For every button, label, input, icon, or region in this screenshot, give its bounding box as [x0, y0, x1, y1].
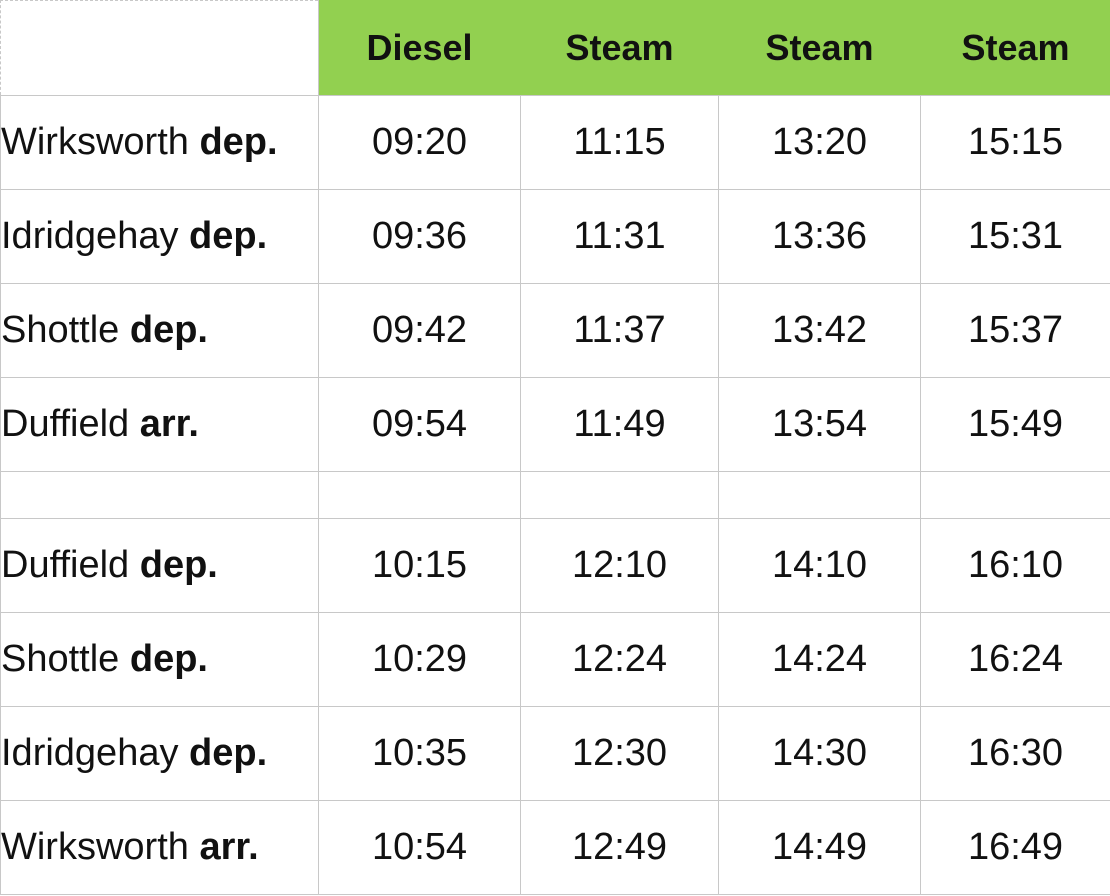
station-qualifier: arr.: [139, 403, 199, 445]
table-row: Shottle dep. 09:42 11:37 13:42 15:37: [0, 283, 1110, 378]
empty-cell: [520, 471, 719, 519]
time-cell: 14:24: [718, 612, 921, 707]
time-cell: 16:10: [920, 518, 1110, 613]
time-cell: 10:35: [318, 706, 521, 801]
time-cell: 15:15: [920, 95, 1110, 190]
time-cell: 11:49: [520, 377, 719, 472]
time-cell: 14:49: [718, 800, 921, 895]
time-cell: 13:42: [718, 283, 921, 378]
station-name: Wirksworth: [1, 826, 189, 868]
table-row: Idridgehay dep. 10:35 12:30 14:30 16:30: [0, 706, 1110, 801]
time-cell: 11:15: [520, 95, 719, 190]
station-qualifier: dep.: [129, 309, 208, 351]
time-cell: 14:30: [718, 706, 921, 801]
station-name: Shottle: [1, 309, 120, 351]
station-qualifier: dep.: [189, 215, 268, 257]
station-cell: Shottle dep.: [0, 612, 319, 707]
time-cell: 09:42: [318, 283, 521, 378]
time-cell: 09:36: [318, 189, 521, 284]
table-row: Duffield dep. 10:15 12:10 14:10 16:10: [0, 518, 1110, 613]
time-cell: 12:24: [520, 612, 719, 707]
time-cell: 13:54: [718, 377, 921, 472]
spacer-row: [0, 471, 1110, 519]
time-cell: 10:54: [318, 800, 521, 895]
time-cell: 11:31: [520, 189, 719, 284]
station-cell: Wirksworth dep.: [0, 95, 319, 190]
station-name: Duffield: [1, 544, 130, 586]
table-row: Shottle dep. 10:29 12:24 14:24 16:24: [0, 612, 1110, 707]
table-row: Idridgehay dep. 09:36 11:31 13:36 15:31: [0, 189, 1110, 284]
time-cell: 12:49: [520, 800, 719, 895]
table-row: Duffield arr. 09:54 11:49 13:54 15:49: [0, 377, 1110, 472]
time-cell: 11:37: [520, 283, 719, 378]
traction-header: Diesel: [318, 0, 521, 96]
time-cell: 15:31: [920, 189, 1110, 284]
time-cell: 10:29: [318, 612, 521, 707]
empty-cell: [318, 471, 521, 519]
station-cell: Idridgehay dep.: [0, 706, 319, 801]
station-name: Duffield: [1, 403, 130, 445]
traction-header: Steam: [520, 0, 719, 96]
empty-cell: [0, 471, 319, 519]
time-cell: 16:30: [920, 706, 1110, 801]
station-qualifier: arr.: [199, 826, 259, 868]
table-row: Wirksworth dep. 09:20 11:15 13:20 15:15: [0, 95, 1110, 190]
station-name: Shottle: [1, 638, 120, 680]
empty-cell: [718, 471, 921, 519]
station-cell: Duffield arr.: [0, 377, 319, 472]
table-row: Wirksworth arr. 10:54 12:49 14:49 16:49: [0, 800, 1110, 895]
empty-cell: [920, 471, 1110, 519]
time-cell: 16:24: [920, 612, 1110, 707]
traction-header: Steam: [920, 0, 1110, 96]
time-cell: 09:20: [318, 95, 521, 190]
time-cell: 14:10: [718, 518, 921, 613]
time-cell: 12:30: [520, 706, 719, 801]
time-cell: 15:49: [920, 377, 1110, 472]
station-cell: Shottle dep.: [0, 283, 319, 378]
station-qualifier: dep.: [189, 732, 268, 774]
time-cell: 12:10: [520, 518, 719, 613]
station-name: Wirksworth: [1, 121, 189, 163]
station-cell: Idridgehay dep.: [0, 189, 319, 284]
station-qualifier: dep.: [199, 121, 278, 163]
time-cell: 09:54: [318, 377, 521, 472]
station-cell: Wirksworth arr.: [0, 800, 319, 895]
time-cell: 16:49: [920, 800, 1110, 895]
time-cell: 13:20: [718, 95, 921, 190]
station-qualifier: dep.: [139, 544, 218, 586]
station-qualifier: dep.: [129, 638, 208, 680]
corner-cell: [0, 0, 319, 96]
time-cell: 10:15: [318, 518, 521, 613]
time-cell: 13:36: [718, 189, 921, 284]
station-cell: Duffield dep.: [0, 518, 319, 613]
time-cell: 15:37: [920, 283, 1110, 378]
station-name: Idridgehay: [1, 215, 179, 257]
station-name: Idridgehay: [1, 732, 179, 774]
header-row: Diesel Steam Steam Steam: [0, 0, 1110, 96]
traction-header: Steam: [718, 0, 921, 96]
